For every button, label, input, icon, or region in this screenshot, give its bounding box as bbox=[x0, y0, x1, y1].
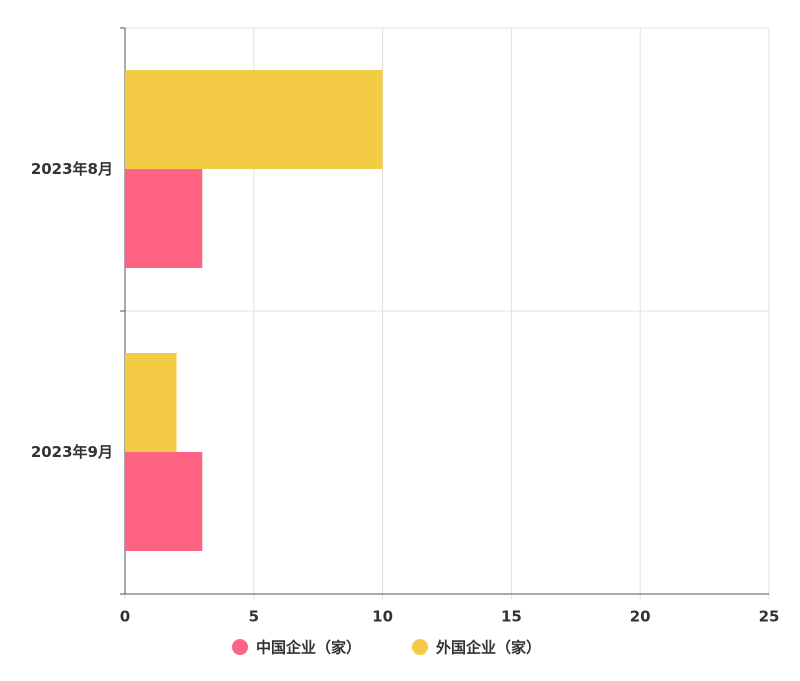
bar bbox=[125, 353, 177, 452]
bar bbox=[125, 452, 203, 551]
x-tick-label: 5 bbox=[249, 608, 259, 626]
legend-marker bbox=[412, 639, 428, 655]
legend-marker bbox=[232, 639, 248, 655]
x-tick-label: 25 bbox=[759, 608, 780, 626]
bar bbox=[125, 70, 383, 169]
y-tick-label: 2023年8月 bbox=[31, 160, 113, 178]
bar bbox=[125, 169, 203, 268]
x-tick-label: 10 bbox=[372, 608, 393, 626]
y-tick-label: 2023年9月 bbox=[31, 443, 113, 461]
legend-label: 外国企业（家） bbox=[435, 639, 541, 657]
x-tick-label: 15 bbox=[501, 608, 522, 626]
x-tick-label: 0 bbox=[120, 608, 130, 626]
legend-label: 中国企业（家） bbox=[256, 639, 361, 657]
x-tick-label: 20 bbox=[630, 608, 651, 626]
